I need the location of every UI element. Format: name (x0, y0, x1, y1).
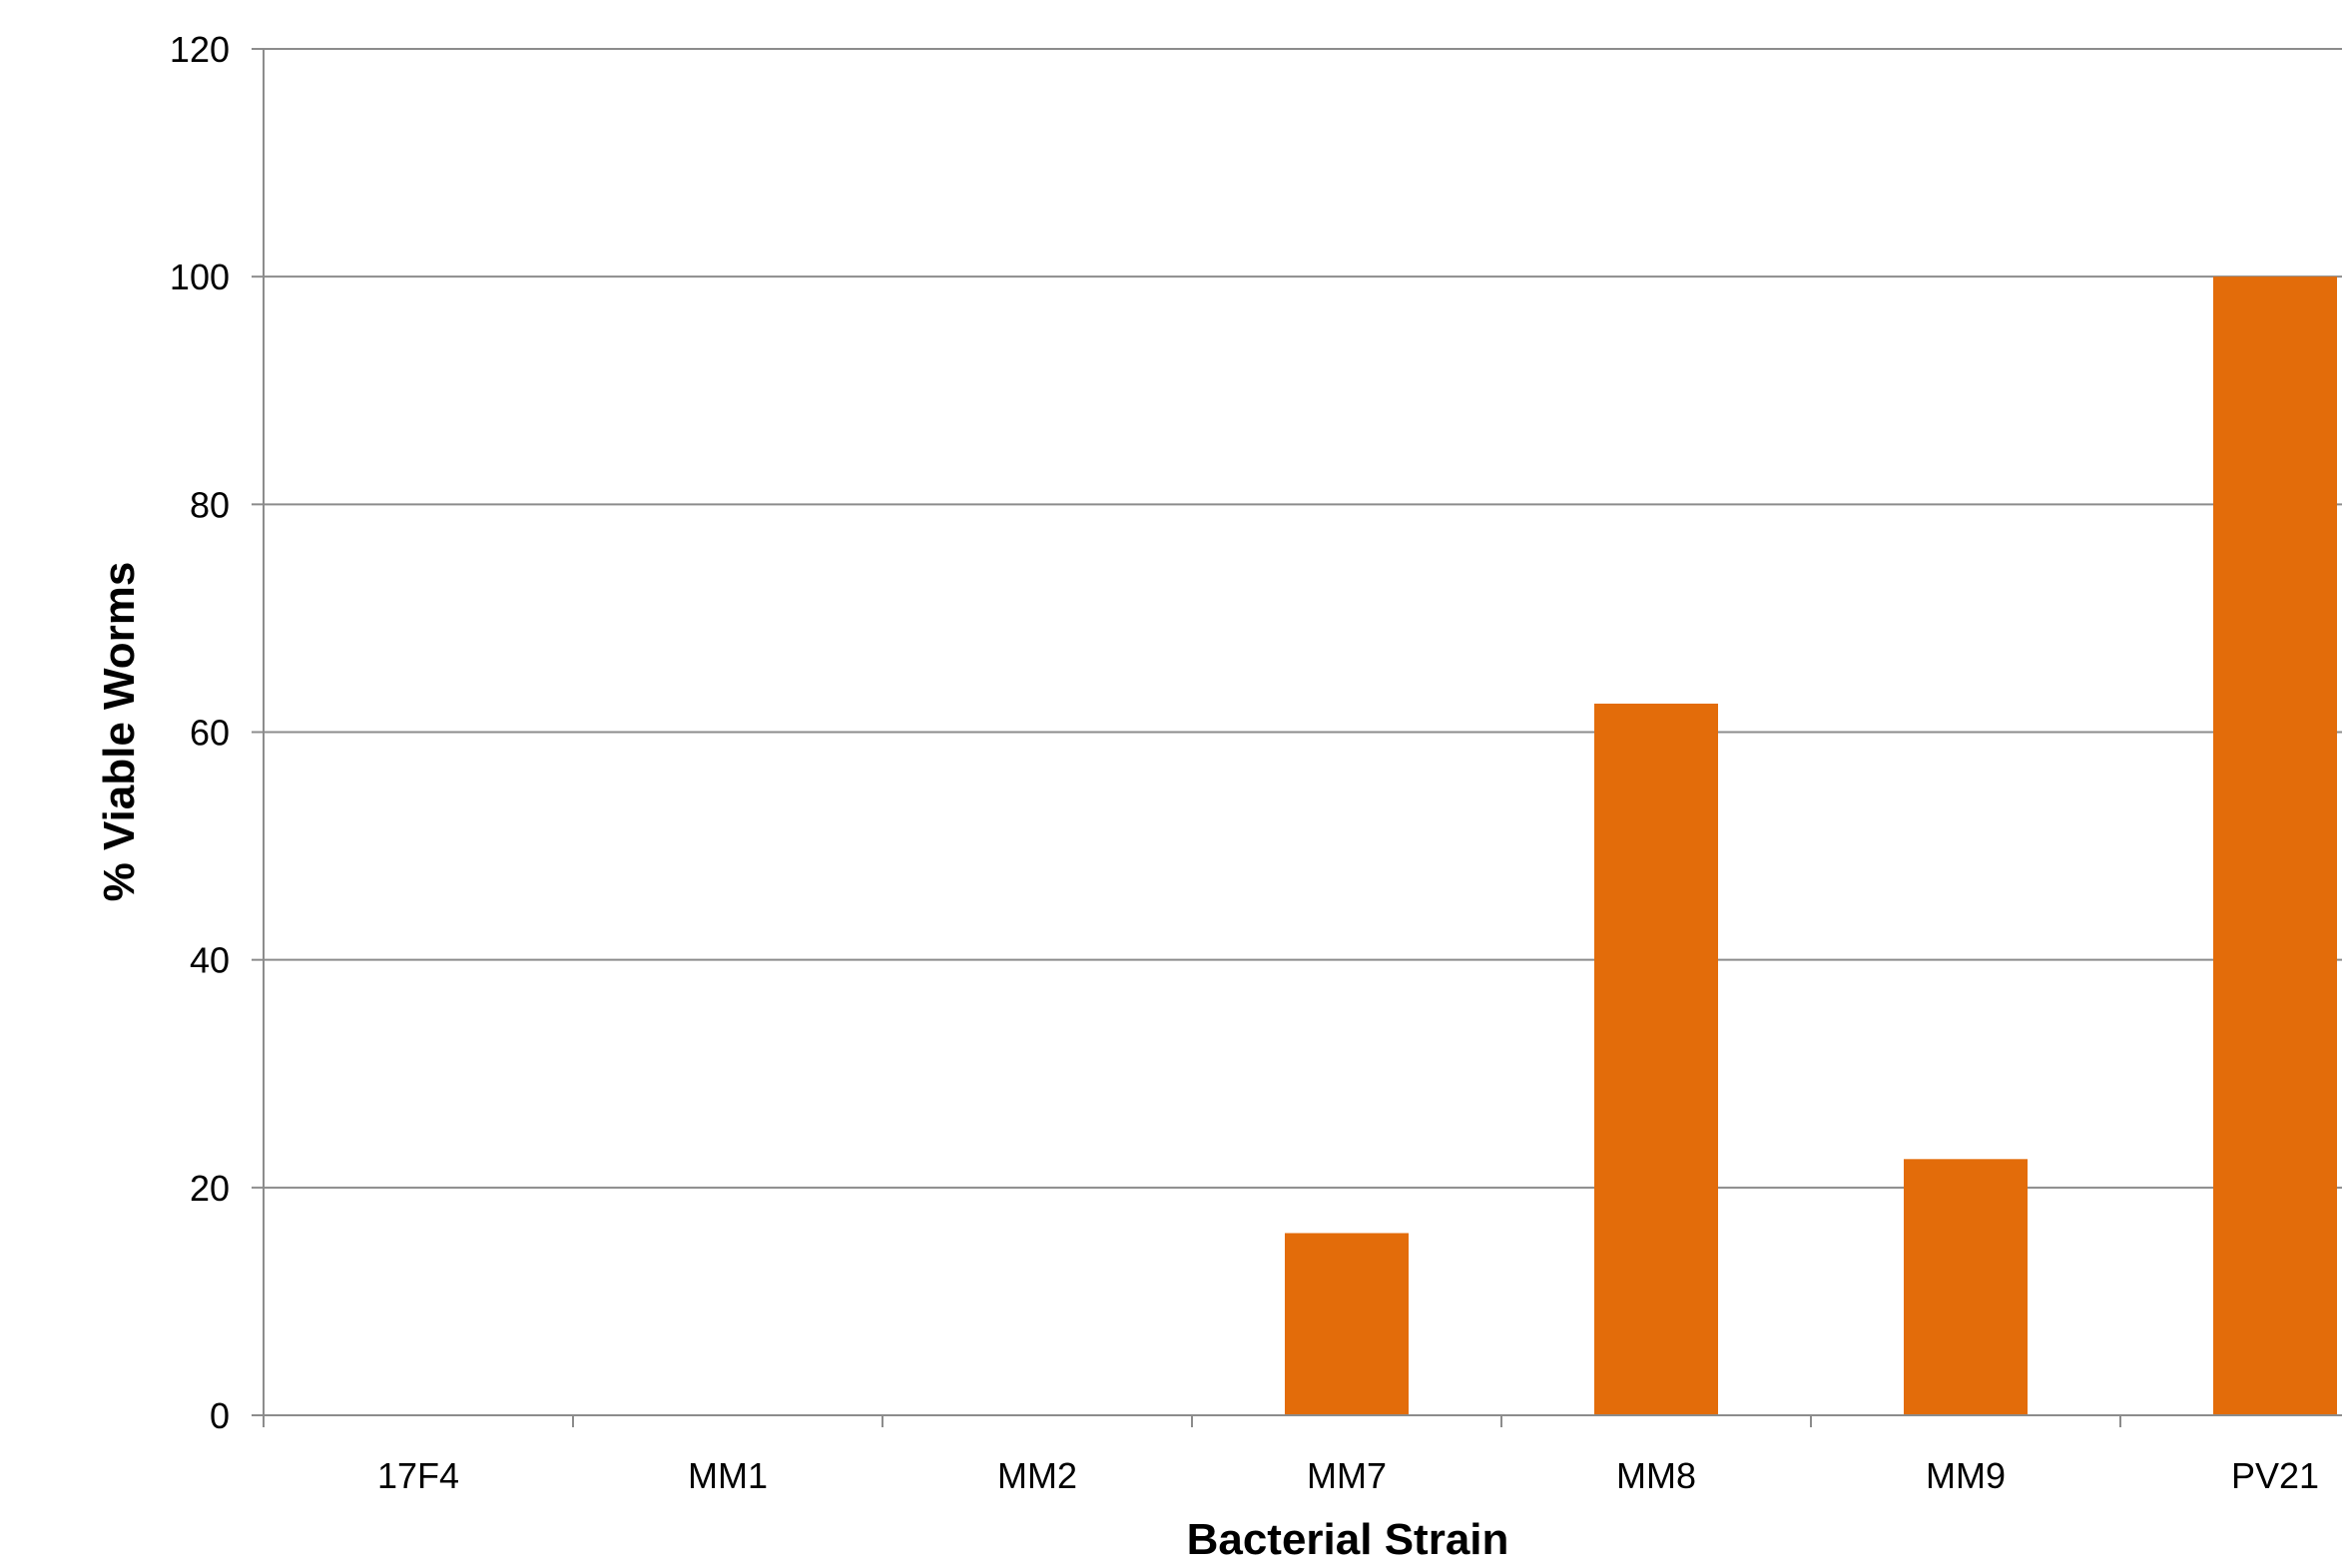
y-tick-label: 60 (190, 713, 230, 754)
x-tick-label: MM8 (1616, 1455, 1696, 1496)
y-axis-title: % Viable Worms (95, 562, 144, 902)
y-tick-label: 80 (190, 484, 230, 525)
x-tick-labels: 17F4 MM1 MM2 MM7 MM8 MM9 PV21 (377, 1455, 2319, 1496)
x-tick-label: MM2 (997, 1455, 1077, 1496)
y-tick-label: 20 (190, 1168, 230, 1209)
bar (2213, 276, 2337, 1416)
axes (252, 48, 2342, 1427)
y-tick-labels: 0 20 40 60 80 100 120 (170, 29, 230, 1436)
x-tick-label: MM1 (688, 1455, 768, 1496)
y-tick-label: 0 (210, 1395, 230, 1436)
x-tick-label: 17F4 (377, 1455, 459, 1496)
x-tick-label: MM9 (1926, 1455, 2006, 1496)
bar (1594, 703, 1718, 1415)
y-tick-label: 40 (190, 940, 230, 981)
y-tick-label: 100 (170, 257, 230, 297)
gridlines (264, 48, 2342, 1189)
bar (1285, 1233, 1409, 1415)
x-tick-label: MM7 (1307, 1455, 1387, 1496)
bar (1904, 1159, 2028, 1415)
y-tick-label: 120 (170, 29, 230, 70)
x-tick-label: PV21 (2231, 1455, 2319, 1496)
x-axis-title: Bacterial Strain (1187, 1515, 1509, 1564)
bars (1285, 276, 2337, 1416)
